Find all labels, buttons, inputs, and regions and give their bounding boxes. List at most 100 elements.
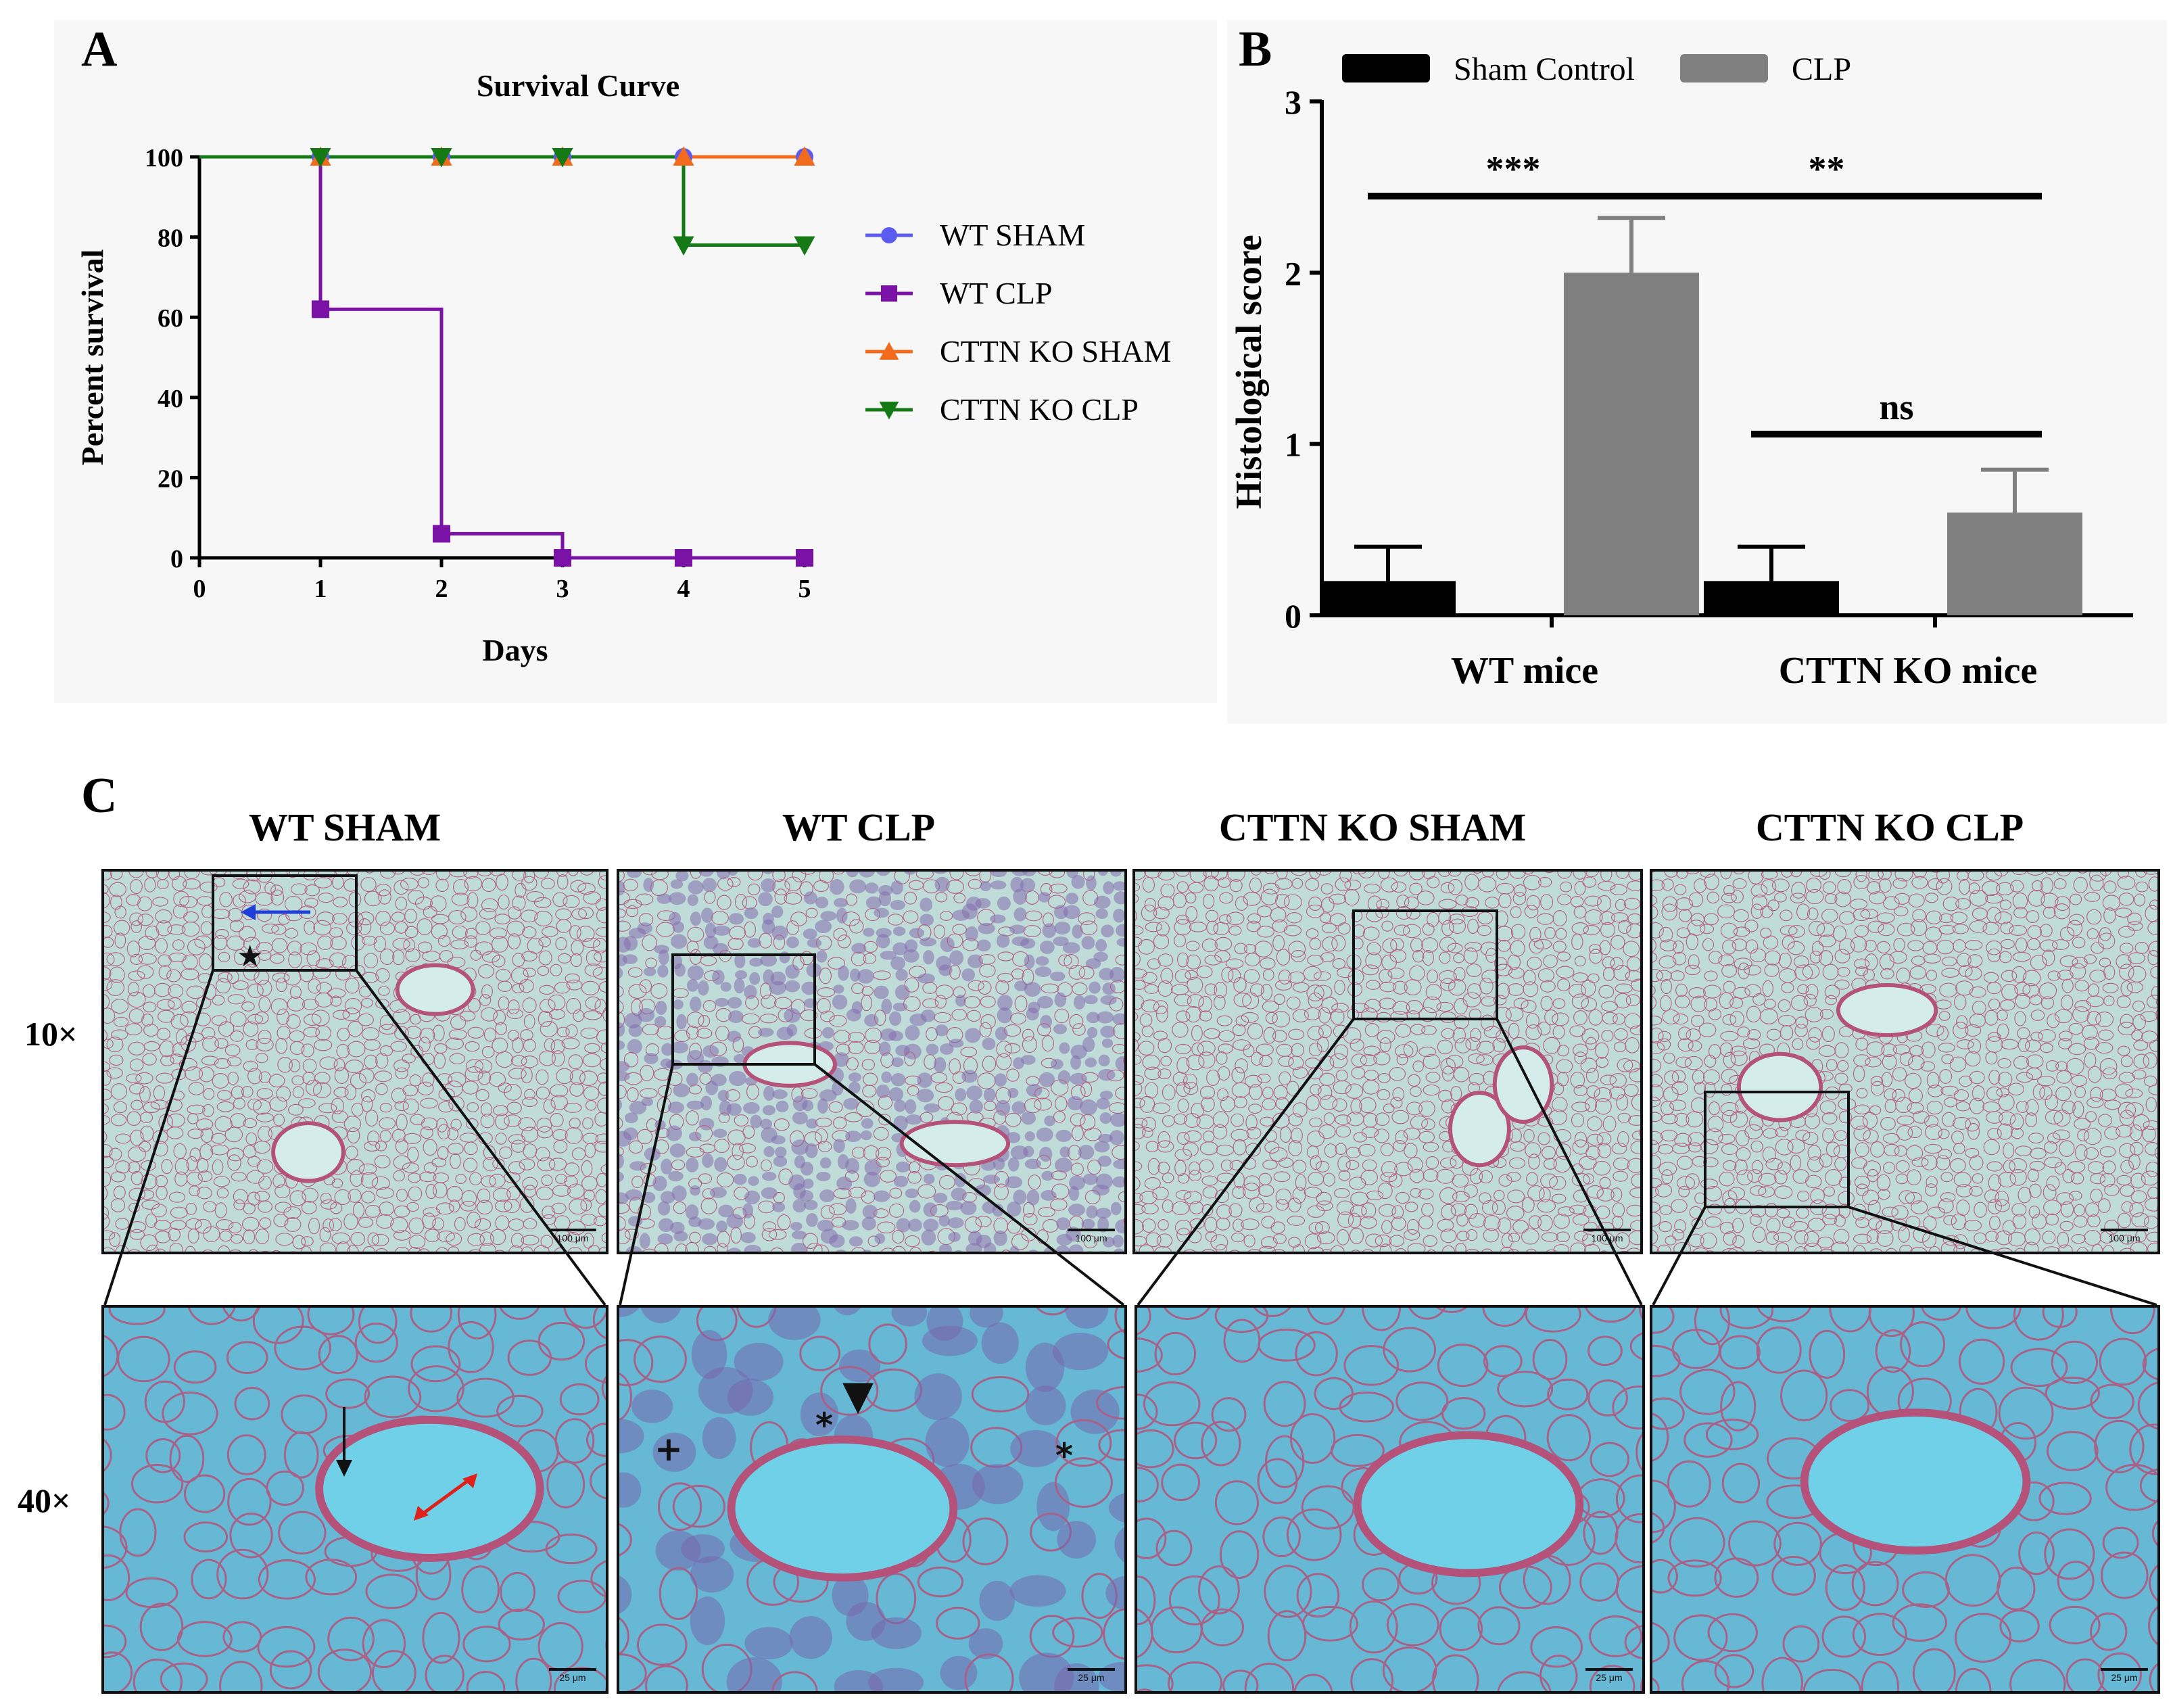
alveolus <box>1600 922 1615 938</box>
alveolus <box>1246 1126 1262 1139</box>
dense-tissue <box>792 1095 808 1112</box>
alveolus <box>1995 1199 2010 1212</box>
alveolus <box>1925 893 1938 903</box>
alveolus <box>1825 1564 1865 1611</box>
dense-tissue <box>773 1156 788 1167</box>
row-label-40x: 40× <box>18 1481 71 1519</box>
alveolus <box>2130 1172 2146 1189</box>
alveolus <box>595 927 606 937</box>
alveolus <box>197 1187 212 1200</box>
alveolus <box>1757 1308 1811 1323</box>
alveolus <box>1270 907 1287 923</box>
alveolus <box>364 1375 422 1419</box>
alveolus <box>1500 1246 1514 1252</box>
alveolus <box>1569 1025 1586 1037</box>
alveolus <box>1589 1665 1635 1691</box>
alveolus <box>550 964 563 976</box>
alveolus <box>2008 1083 2024 1096</box>
alveolus <box>971 1376 1030 1413</box>
alveolus <box>1135 1097 1145 1108</box>
alveolus <box>395 897 408 911</box>
alveolus <box>868 1323 907 1365</box>
alveolus <box>1749 1185 1767 1196</box>
alveolus <box>1714 1654 1754 1688</box>
alveolus <box>242 1216 260 1232</box>
alveolus <box>1652 1074 1663 1087</box>
alveolus <box>145 1438 181 1473</box>
alveolus <box>329 1218 342 1231</box>
alveolus <box>1802 1131 1819 1145</box>
alveolus <box>1819 1248 1834 1252</box>
alveolus <box>2059 1220 2074 1231</box>
alveolus <box>395 1246 410 1252</box>
alveolus <box>104 1230 116 1241</box>
dense-tissue <box>744 1190 761 1204</box>
alveolus <box>504 1172 521 1183</box>
alveolus <box>405 948 421 962</box>
dense-tissue <box>1026 1007 1039 1021</box>
alveolus <box>1185 1005 1201 1023</box>
alveolus <box>475 921 491 936</box>
alveolus <box>1986 1161 2003 1172</box>
alveolus <box>439 949 454 963</box>
alveolus <box>1881 1043 1897 1058</box>
alveolus <box>717 1172 734 1188</box>
alveolus <box>548 1158 567 1171</box>
alveolus <box>188 1082 205 1095</box>
alveolus <box>1911 1200 1928 1214</box>
alveolus <box>1350 1204 1367 1218</box>
alveolus <box>1422 922 1435 936</box>
alveolus <box>1707 1116 1724 1133</box>
alveolus <box>1196 965 1213 978</box>
alveolus <box>1318 1085 1333 1100</box>
dense-tissue <box>1099 968 1114 980</box>
alveolus <box>437 1145 449 1160</box>
alveolus <box>1721 1110 1738 1123</box>
alveolus <box>585 996 601 1010</box>
dense-tissue <box>661 1158 673 1175</box>
alveolus <box>1959 1075 1973 1087</box>
alveolus <box>417 1081 434 1095</box>
alveolus <box>137 914 153 926</box>
alveolus <box>1612 1385 1642 1430</box>
alveolus <box>521 1066 533 1084</box>
alveolus <box>1855 872 1867 882</box>
alveolus <box>1967 1122 1980 1140</box>
alveolus <box>2071 1234 2086 1244</box>
alveolus <box>1600 1250 1608 1252</box>
alveolus <box>1665 1235 1677 1246</box>
alveolus <box>1585 1068 1599 1084</box>
alveolus <box>953 893 966 903</box>
alveolus <box>2086 1011 2101 1026</box>
dense-tissue <box>1059 1042 1070 1054</box>
alveolus <box>1985 1231 1999 1242</box>
dense-tissue <box>1026 1189 1040 1206</box>
dense-tissue <box>876 928 892 938</box>
alveolus <box>1759 1008 1778 1024</box>
alveolus <box>1173 1113 1187 1125</box>
alveolus <box>373 936 387 952</box>
alveolus <box>1949 1056 1967 1072</box>
alveolus <box>865 1027 882 1043</box>
alveolus <box>1439 1607 1483 1651</box>
alveolus <box>431 1158 447 1168</box>
alveolus <box>997 951 1014 962</box>
alveolus <box>2133 1053 2149 1069</box>
alveolus <box>1185 970 1198 980</box>
alveolus <box>1412 949 1425 963</box>
dense-tissue <box>905 1114 922 1125</box>
alveolus <box>343 1116 362 1133</box>
alveolus <box>2059 1140 2075 1157</box>
alveolus <box>861 986 874 996</box>
alveolus <box>2054 1009 2073 1024</box>
alveolus <box>1197 1565 1240 1615</box>
alveolus <box>2147 949 2157 966</box>
alveolus <box>127 991 146 1008</box>
alveolus <box>1272 1233 1287 1244</box>
alveolus <box>1936 872 1951 884</box>
alveolus <box>1602 1116 1617 1133</box>
alveolus <box>935 892 948 903</box>
alveolus <box>407 1147 419 1163</box>
alveolus <box>2070 893 2082 905</box>
alveolus <box>1005 1112 1022 1127</box>
